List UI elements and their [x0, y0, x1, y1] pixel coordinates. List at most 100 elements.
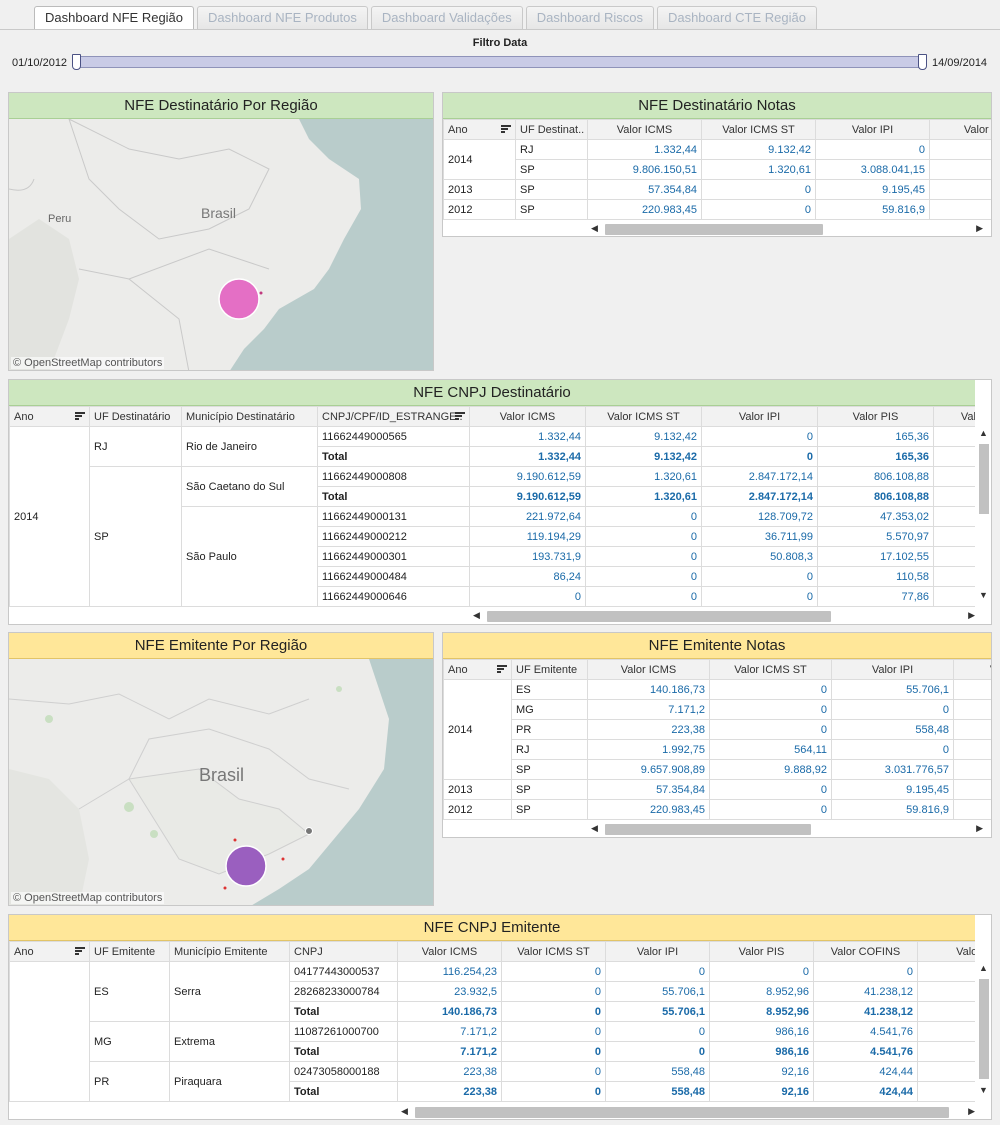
value-cell[interactable]: 0 [701, 566, 818, 587]
value-cell[interactable]: 0 [585, 546, 702, 567]
value-cell[interactable]: 0 [701, 179, 816, 200]
cnpj-cell[interactable]: 11087261000700 [289, 1021, 398, 1042]
value-cell[interactable] [953, 719, 991, 740]
column-header[interactable]: Município Emitente [169, 941, 290, 962]
value-cell[interactable] [933, 526, 975, 547]
value-cell[interactable]: 0 [585, 566, 702, 587]
column-header[interactable]: Valor ICMS ST [701, 119, 816, 140]
column-header[interactable]: Valor IPI [701, 406, 818, 427]
value-cell[interactable]: 2.847.172,14 [701, 466, 818, 487]
uf-cell[interactable]: SP [89, 466, 182, 607]
value-cell[interactable]: 9.888,92 [709, 759, 832, 780]
value-cell[interactable]: 140.186,73 [397, 1001, 502, 1022]
uf-cell[interactable]: RJ [511, 739, 588, 760]
value-cell[interactable]: 4.541,76 [813, 1041, 918, 1062]
value-cell[interactable]: 0 [701, 446, 818, 467]
value-cell[interactable]: 140.186,73 [587, 679, 710, 700]
column-header[interactable]: Valor ICMS [397, 941, 502, 962]
sort-icon[interactable] [75, 412, 85, 421]
scroll-right-icon[interactable]: ▶ [976, 223, 983, 233]
value-cell[interactable]: 0 [605, 1021, 710, 1042]
value-cell[interactable]: 92,16 [709, 1081, 814, 1102]
scroll-thumb[interactable] [487, 611, 831, 622]
column-header[interactable]: Valor ICMS ST [709, 659, 832, 680]
value-cell[interactable]: 424,44 [813, 1081, 918, 1102]
value-cell[interactable]: 0 [813, 961, 918, 982]
column-header[interactable]: Valor IPI [815, 119, 930, 140]
value-cell[interactable]: 9.190.612,59 [469, 466, 586, 487]
value-cell[interactable]: 223,38 [587, 719, 710, 740]
tab-dashboard-nfe-regiao[interactable]: Dashboard NFE Região [34, 6, 195, 30]
value-cell[interactable]: 9.132,42 [585, 426, 702, 447]
value-cell[interactable] [953, 679, 991, 700]
value-cell[interactable]: 77,86 [817, 586, 934, 607]
value-cell[interactable]: 0 [501, 961, 606, 982]
region-bubble-mg[interactable] [233, 838, 237, 842]
value-cell[interactable]: 564,11 [709, 739, 832, 760]
value-cell[interactable]: 9.132,42 [585, 446, 702, 467]
value-cell[interactable]: 57.354,84 [587, 179, 702, 200]
value-cell[interactable]: 0 [501, 1061, 606, 1082]
column-header[interactable]: UF Destinat.. [515, 119, 588, 140]
value-cell[interactable]: 116.254,23 [397, 961, 502, 982]
cnpj-cell[interactable]: 04177443000537 [289, 961, 398, 982]
uf-cell[interactable]: SP [515, 179, 588, 200]
value-cell[interactable]: 0 [469, 586, 586, 607]
value-cell[interactable]: 0 [501, 1021, 606, 1042]
column-header[interactable]: Valo [933, 406, 975, 427]
value-cell[interactable]: 1.332,44 [587, 139, 702, 160]
value-cell[interactable]: 1.320,61 [585, 466, 702, 487]
emit-cnpj-hscroll[interactable]: ◀ ▶ [401, 1105, 975, 1119]
value-cell[interactable]: 7.171,2 [397, 1021, 502, 1042]
year-cell[interactable]: 2014 [443, 679, 512, 780]
uf-cell[interactable]: RJ [89, 426, 182, 467]
value-cell[interactable]: 86,24 [469, 566, 586, 587]
uf-cell[interactable]: SP [511, 779, 588, 800]
column-header[interactable]: CNPJ [289, 941, 398, 962]
column-header[interactable]: Valor IPI [605, 941, 710, 962]
value-cell[interactable]: 0 [501, 1081, 606, 1102]
year-cell[interactable] [9, 961, 90, 1102]
scroll-down-icon[interactable]: ▼ [979, 1085, 988, 1095]
scroll-left-icon[interactable]: ◀ [591, 223, 598, 233]
uf-cell[interactable]: PR [89, 1061, 170, 1102]
value-cell[interactable]: 3 [933, 486, 975, 507]
value-cell[interactable]: 2.847.172,14 [701, 486, 818, 507]
value-cell[interactable]: 9.657.908,89 [587, 759, 710, 780]
cnpj-cell[interactable]: 11662449000484 [317, 566, 470, 587]
value-cell[interactable]: 165,36 [817, 426, 934, 447]
region-bubble-sp[interactable] [218, 278, 260, 320]
total-label[interactable]: Total [289, 1001, 398, 1022]
sort-icon[interactable] [501, 125, 511, 134]
uf-cell[interactable]: ES [511, 679, 588, 700]
value-cell[interactable]: 986,16 [709, 1041, 814, 1062]
column-header[interactable]: Valor ICMS ST [501, 941, 606, 962]
value-cell[interactable]: 128.709,72 [701, 506, 818, 527]
value-cell[interactable]: 1.332,44 [469, 426, 586, 447]
value-cell[interactable]: 1.332,44 [469, 446, 586, 467]
column-header[interactable]: UF Destinatário [89, 406, 182, 427]
value-cell[interactable]: 0 [701, 586, 818, 607]
dest-cnpj-vscroll[interactable]: ▲ ▼ [977, 428, 991, 604]
uf-cell[interactable]: RJ [515, 139, 588, 160]
dest-map[interactable]: Brasil Peru © OpenStreetMap contributors [9, 119, 433, 370]
value-cell[interactable]: 0 [605, 1041, 710, 1062]
value-cell[interactable]: 0 [701, 426, 818, 447]
value-cell[interactable]: 6 [917, 1081, 975, 1102]
value-cell[interactable]: 23.932,5 [397, 981, 502, 1002]
cnpj-cell[interactable]: 11662449000131 [317, 506, 470, 527]
scroll-up-icon[interactable]: ▲ [979, 428, 988, 438]
value-cell[interactable]: 2.90 [917, 961, 975, 982]
uf-cell[interactable]: SP [511, 799, 588, 820]
region-bubble-es[interactable] [305, 827, 313, 835]
value-cell[interactable]: 0 [709, 961, 814, 982]
total-label[interactable]: Total [317, 486, 470, 507]
value-cell[interactable]: 8.952,96 [709, 1001, 814, 1022]
value-cell[interactable]: 47.353,02 [817, 506, 934, 527]
value-cell[interactable]: 41.238,12 [813, 1001, 918, 1022]
slider-start-handle[interactable] [72, 54, 81, 70]
column-header[interactable]: Ano [9, 941, 90, 962]
column-header[interactable]: V [953, 659, 991, 680]
scroll-left-icon[interactable]: ◀ [401, 1106, 408, 1116]
value-cell[interactable]: 0 [709, 719, 832, 740]
